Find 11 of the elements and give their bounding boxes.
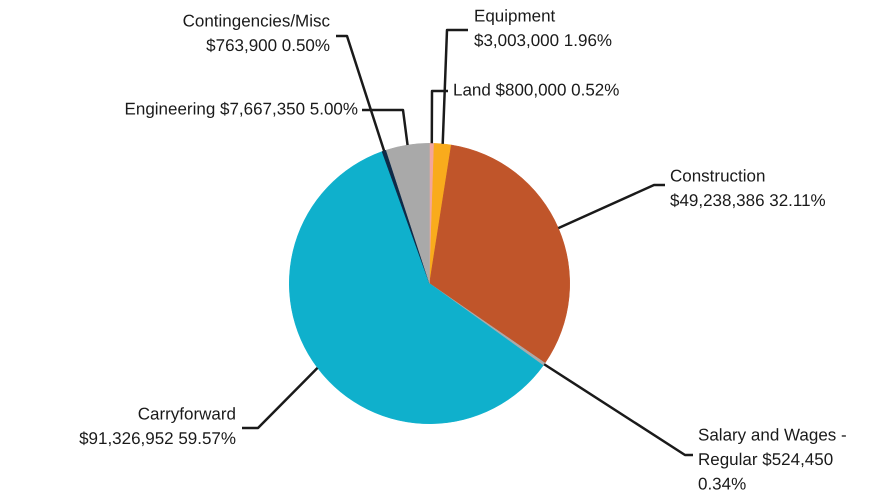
slice-label: Carryforward bbox=[138, 404, 236, 424]
slice-label: Construction bbox=[670, 166, 766, 186]
slice-label: Salary and Wages - Regular $524,450 0.34% bbox=[698, 426, 847, 494]
data-label: $763,900 0.50% bbox=[206, 36, 330, 56]
slice-label: Engineering $7,667,350 5.00% bbox=[124, 100, 358, 119]
data-label: $91,326,952 59.57% bbox=[79, 429, 236, 448]
slice-label: Equipment bbox=[474, 6, 556, 26]
data-label: $49,238,386 32.11% bbox=[670, 191, 826, 210]
slice-label: Contingencies/Misc bbox=[182, 12, 330, 31]
data-label: $3,003,000 1.96% bbox=[474, 31, 612, 50]
slice-label: Land $800,000 0.52% bbox=[453, 80, 620, 100]
